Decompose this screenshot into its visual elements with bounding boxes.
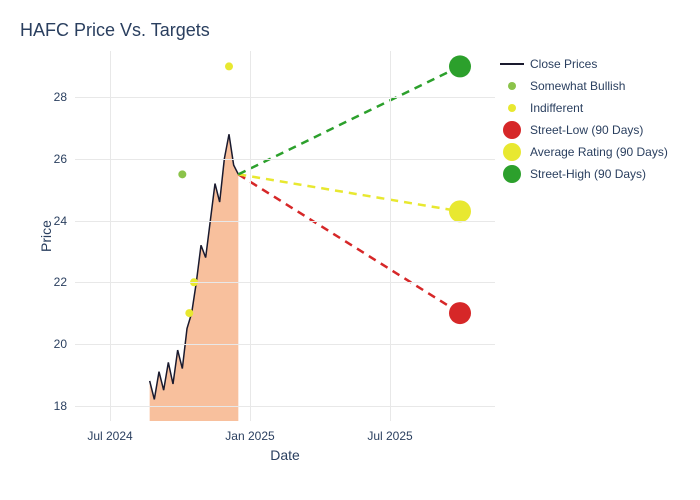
- legend-dot-swatch: [508, 82, 516, 90]
- legend: Close Prices Somewhat Bullish Indifferent S…: [500, 55, 668, 187]
- grid-line-h: [75, 97, 495, 98]
- indifferent-marker-3: [225, 62, 233, 70]
- grid-line-v: [250, 51, 251, 421]
- legend-label: Somewhat Bullish: [530, 79, 625, 93]
- grid-line-h: [75, 344, 495, 345]
- grid-line-h: [75, 221, 495, 222]
- y-tick: 28: [54, 90, 75, 104]
- y-tick: 24: [54, 214, 75, 228]
- plot-svg: [75, 51, 495, 421]
- legend-label: Average Rating (90 Days): [530, 145, 668, 159]
- legend-item: Average Rating (90 Days): [500, 143, 668, 161]
- legend-dot-swatch: [508, 104, 516, 112]
- target-line-average-rating: [238, 174, 460, 211]
- somewhat-bullish-marker-1: [178, 170, 186, 178]
- target-line-street-low: [238, 174, 460, 313]
- legend-item: Street-Low (90 Days): [500, 121, 668, 139]
- legend-label: Street-High (90 Days): [530, 167, 646, 181]
- y-axis-label: Price: [38, 220, 54, 252]
- legend-swatch: [500, 143, 524, 161]
- legend-swatch: [500, 55, 524, 73]
- legend-item: Close Prices: [500, 55, 668, 73]
- indifferent-marker-1: [185, 309, 193, 317]
- y-tick: 20: [54, 337, 75, 351]
- legend-item: Indifferent: [500, 99, 668, 117]
- x-tick: Jan 2025: [225, 421, 274, 443]
- x-axis-label: Date: [270, 447, 300, 463]
- legend-label: Street-Low (90 Days): [530, 123, 643, 137]
- x-tick: Jul 2024: [87, 421, 132, 443]
- legend-swatch: [500, 165, 524, 183]
- grid-line-v: [110, 51, 111, 421]
- legend-item: Somewhat Bullish: [500, 77, 668, 95]
- chart-title: HAFC Price Vs. Targets: [20, 20, 680, 41]
- grid-line-h: [75, 406, 495, 407]
- grid-line-h: [75, 159, 495, 160]
- legend-dot-swatch: [503, 165, 521, 183]
- chart-container: HAFC Price Vs. Targets Price Date 182022…: [0, 0, 700, 500]
- legend-swatch: [500, 99, 524, 117]
- target-marker-street-high: [449, 55, 471, 77]
- legend-dot-swatch: [503, 143, 521, 161]
- plot-area: Price Date 182022242628Jul 2024Jan 2025J…: [75, 51, 495, 421]
- legend-label: Close Prices: [530, 57, 597, 71]
- legend-item: Street-High (90 Days): [500, 165, 668, 183]
- legend-label: Indifferent: [530, 101, 583, 115]
- close-prices-area: [150, 134, 239, 421]
- target-marker-street-low: [449, 302, 471, 324]
- y-tick: 26: [54, 152, 75, 166]
- grid-line-h: [75, 282, 495, 283]
- target-marker-average-rating: [449, 200, 471, 222]
- legend-line-swatch: [500, 63, 524, 65]
- x-tick: Jul 2025: [367, 421, 412, 443]
- legend-swatch: [500, 121, 524, 139]
- grid-line-v: [390, 51, 391, 421]
- y-tick: 18: [54, 399, 75, 413]
- legend-swatch: [500, 77, 524, 95]
- legend-dot-swatch: [503, 121, 521, 139]
- y-tick: 22: [54, 275, 75, 289]
